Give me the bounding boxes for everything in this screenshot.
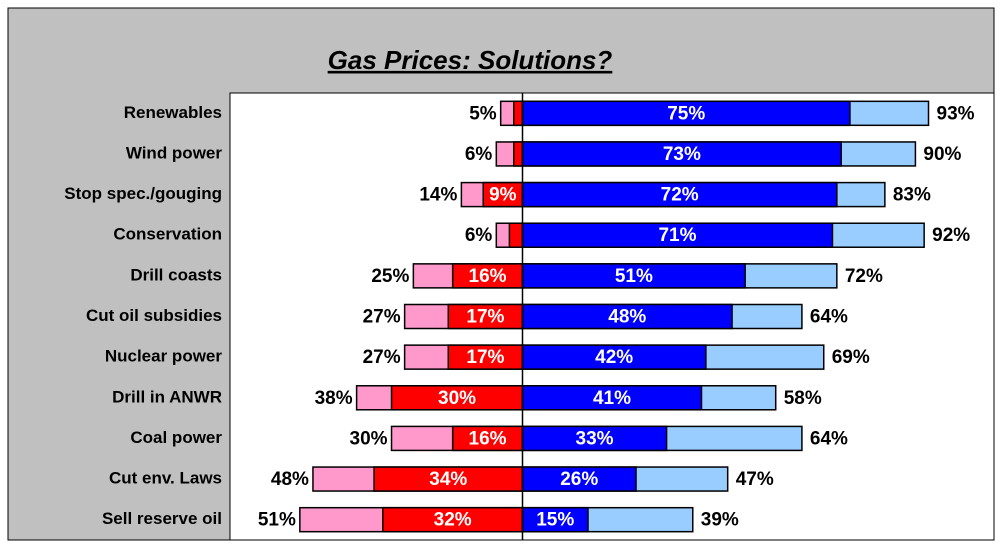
data-label: 69%: [832, 347, 870, 368]
data-label: 26%: [560, 469, 598, 490]
bar: [447, 344, 524, 370]
bar: [513, 141, 524, 167]
category-label: Drill in ANWR: [112, 387, 222, 406]
data-label: 64%: [810, 307, 848, 328]
data-label: 72%: [845, 266, 883, 287]
data-label: 5%: [469, 103, 497, 124]
data-label: 17%: [466, 307, 504, 328]
bar: [521, 141, 842, 167]
data-label: 90%: [923, 144, 961, 165]
data-label: 48%: [271, 469, 309, 490]
bar: [521, 263, 746, 289]
data-label: 75%: [667, 103, 705, 124]
data-label: 64%: [810, 428, 848, 449]
data-label: 51%: [615, 266, 653, 287]
data-label: 58%: [784, 388, 822, 409]
data-label: 34%: [429, 469, 467, 490]
bar: [451, 263, 524, 289]
data-label: 16%: [469, 266, 507, 287]
category-label: Wind power: [126, 143, 223, 162]
category-label: Stop spec./gouging: [64, 184, 222, 203]
data-label: 27%: [363, 307, 401, 328]
data-label: 48%: [608, 307, 646, 328]
data-label: 38%: [315, 388, 353, 409]
category-label: Cut env. Laws: [109, 469, 222, 488]
category-label: Renewables: [124, 103, 222, 122]
data-label: 6%: [465, 144, 493, 165]
category-label: Drill coasts: [130, 265, 222, 284]
category-label: Conservation: [113, 225, 222, 244]
bar: [521, 222, 834, 248]
data-label: 32%: [434, 510, 472, 531]
category-label: Coal power: [130, 428, 222, 447]
bar: [521, 303, 733, 330]
data-label: 42%: [595, 347, 633, 368]
data-label: 14%: [419, 185, 457, 206]
data-label: 41%: [593, 388, 631, 409]
category-label: Nuclear power: [105, 347, 223, 366]
data-label: 30%: [350, 428, 388, 449]
data-label: 16%: [469, 428, 507, 449]
category-label: Sell reserve oil: [102, 509, 222, 528]
data-label: 73%: [663, 144, 701, 165]
data-label: 25%: [371, 266, 409, 287]
data-label: 27%: [363, 347, 401, 368]
data-label: 72%: [661, 185, 699, 206]
data-label: 83%: [893, 185, 931, 206]
chart-title: Gas Prices: Solutions?: [328, 45, 613, 75]
bar: [513, 100, 524, 127]
data-label: 47%: [736, 469, 774, 490]
data-label: 71%: [658, 225, 696, 246]
data-label: 92%: [932, 225, 970, 246]
data-label: 17%: [466, 347, 504, 368]
bar: [521, 385, 703, 411]
data-label: 9%: [489, 185, 517, 206]
bar: [508, 222, 524, 248]
data-label: 39%: [701, 510, 739, 531]
bar: [521, 466, 637, 492]
data-label: 33%: [576, 428, 614, 449]
data-label: 6%: [465, 225, 493, 246]
bar: [521, 425, 668, 452]
bar: [521, 344, 707, 370]
bar: [521, 100, 851, 127]
data-label: 51%: [258, 510, 296, 531]
data-label: 15%: [536, 510, 574, 531]
data-label: 93%: [937, 103, 975, 124]
data-label: 30%: [438, 388, 476, 409]
category-label: Cut oil subsidies: [86, 306, 222, 325]
